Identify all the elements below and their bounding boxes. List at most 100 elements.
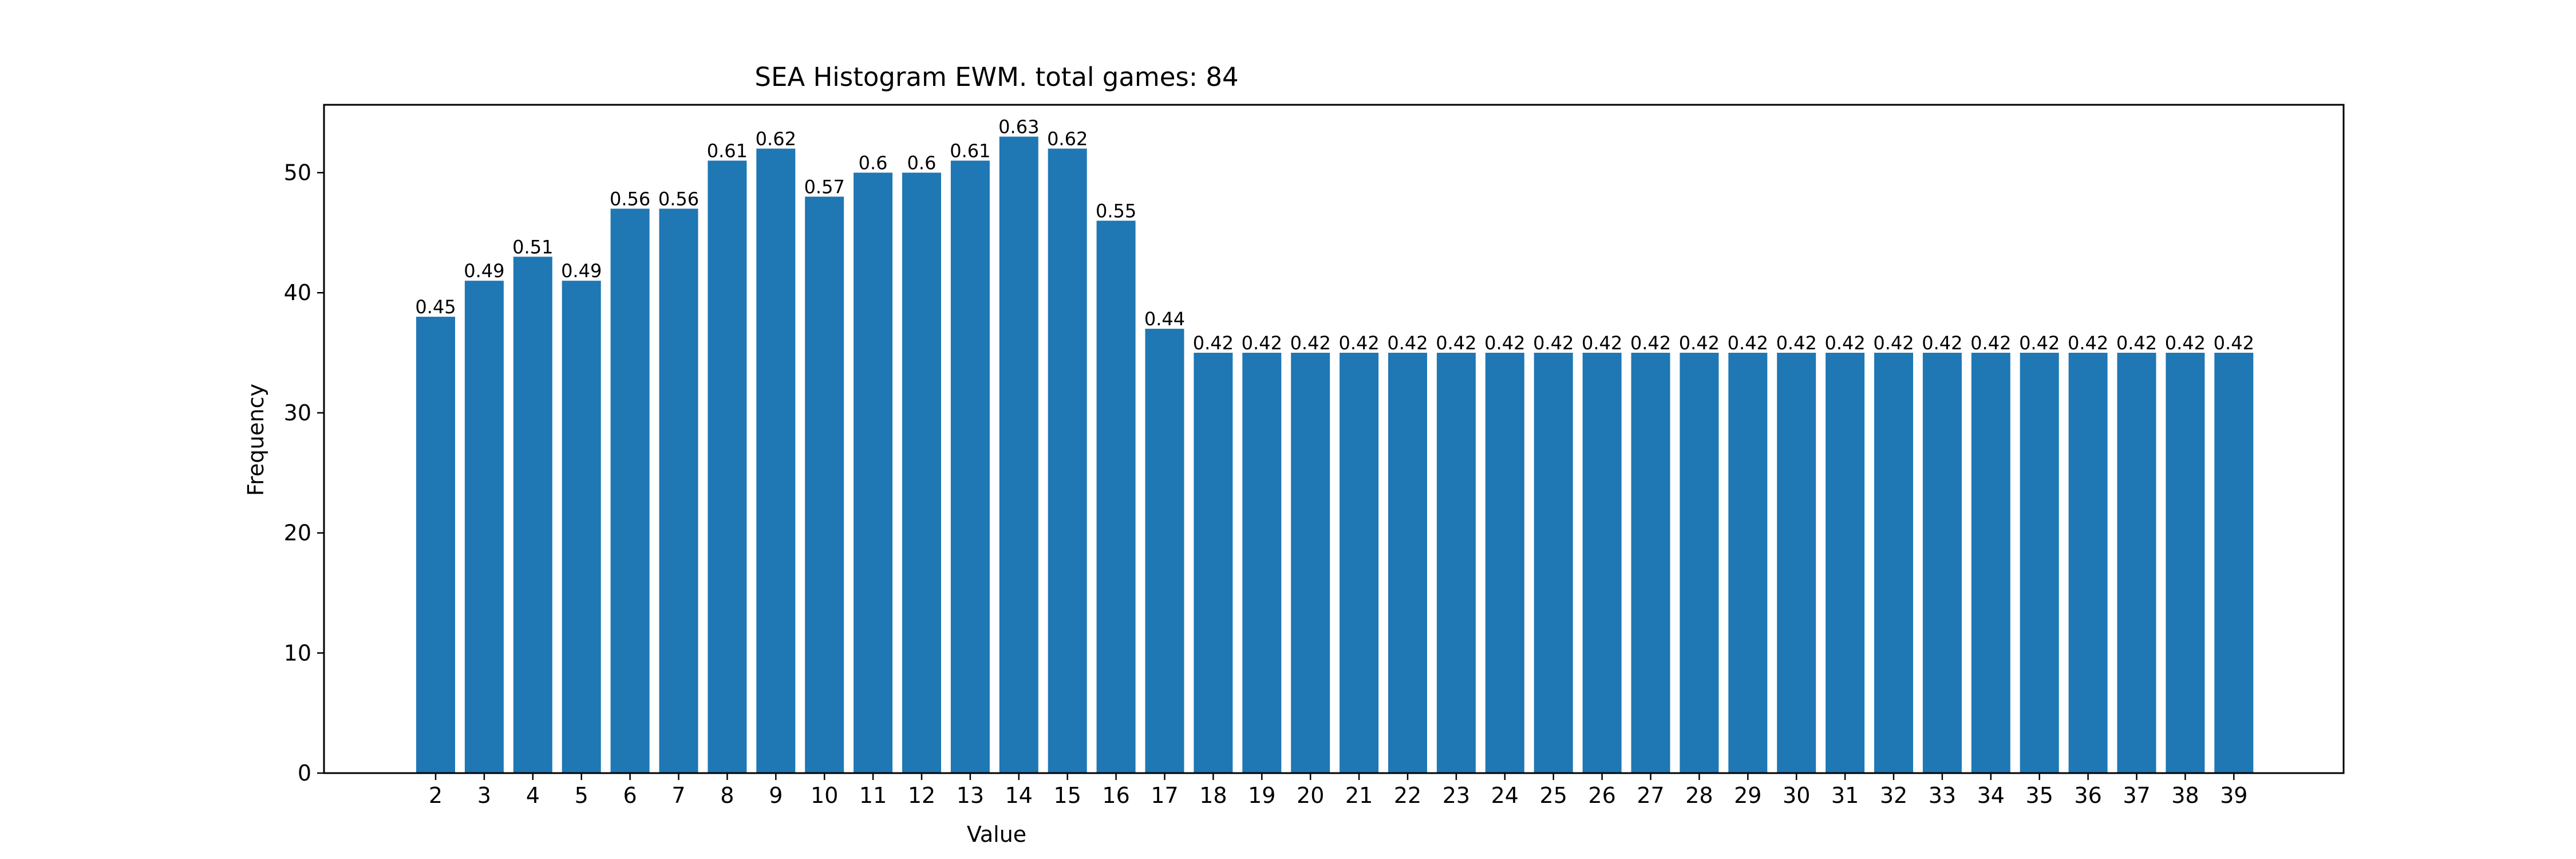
bar-value-label-28: 0.42	[1679, 332, 1720, 354]
x-tick-label-33: 33	[1929, 783, 1956, 808]
x-axis-label: Value	[967, 822, 1026, 847]
bar-20	[1291, 353, 1330, 773]
bar-3	[464, 281, 504, 773]
bar-value-label-8: 0.61	[707, 140, 748, 162]
bar-value-label-26: 0.42	[1582, 332, 1622, 354]
bar-value-label-5: 0.49	[561, 260, 602, 282]
bar-value-label-19: 0.42	[1242, 332, 1282, 354]
bar-value-label-32: 0.42	[1873, 332, 1914, 354]
bar-value-label-33: 0.42	[1922, 332, 1962, 354]
bar-value-label-3: 0.49	[464, 260, 504, 282]
bar-value-label-23: 0.42	[1436, 332, 1476, 354]
bar-15	[1048, 148, 1087, 773]
bar-32	[1874, 353, 1913, 773]
x-tick-label-7: 7	[671, 783, 685, 808]
bar-value-label-25: 0.42	[1533, 332, 1574, 354]
x-tick-label-6: 6	[623, 783, 637, 808]
x-tick-label-28: 28	[1685, 783, 1713, 808]
bar-value-label-24: 0.42	[1484, 332, 1525, 354]
y-tick-label-30: 30	[284, 400, 311, 425]
bar-29	[1728, 353, 1768, 773]
bar-value-label-10: 0.57	[804, 176, 845, 198]
bar-value-label-18: 0.42	[1193, 332, 1234, 354]
x-tick-label-20: 20	[1297, 783, 1324, 808]
bar-value-label-17: 0.44	[1144, 308, 1185, 330]
x-tick-label-22: 22	[1394, 783, 1421, 808]
x-tick-label-21: 21	[1345, 783, 1373, 808]
x-tick-label-16: 16	[1102, 783, 1129, 808]
bar-30	[1777, 353, 1816, 773]
bar-value-label-9: 0.62	[756, 128, 796, 150]
x-tick-label-25: 25	[1540, 783, 1567, 808]
bar-19	[1242, 353, 1282, 773]
x-tick-label-5: 5	[575, 783, 588, 808]
bar-4	[513, 257, 552, 773]
y-tick-label-10: 10	[284, 640, 311, 665]
bar-6	[610, 208, 650, 773]
y-axis-ticks: 0 10 20 30 40 50	[284, 160, 324, 786]
bar-value-label-27: 0.42	[1630, 332, 1671, 354]
bar-18	[1194, 353, 1233, 773]
bar-35	[2020, 353, 2059, 773]
bar-value-label-34: 0.42	[1970, 332, 2011, 354]
x-tick-label-9: 9	[769, 783, 783, 808]
x-tick-label-39: 39	[2220, 783, 2247, 808]
x-tick-label-17: 17	[1151, 783, 1178, 808]
bar-14	[999, 136, 1038, 774]
bar-9	[756, 148, 796, 773]
bar-value-label-38: 0.42	[2165, 332, 2206, 354]
bar-7	[659, 208, 698, 773]
bar-36	[2068, 353, 2108, 773]
bar-value-label-20: 0.42	[1290, 332, 1331, 354]
bar-value-label-35: 0.42	[2019, 332, 2060, 354]
bar-34	[1971, 353, 2010, 773]
bar-11	[854, 172, 893, 773]
bar-value-label-12: 0.6	[907, 152, 937, 174]
bar-value-label-30: 0.42	[1776, 332, 1817, 354]
bar-2	[416, 317, 455, 773]
bar-labels-group: 0.45 0.49 0.51 0.49 0.56 0.56 0.61 0.62 0.57 0.6 0…	[415, 116, 2254, 354]
x-tick-label-26: 26	[1588, 783, 1615, 808]
bar-24	[1485, 353, 1524, 773]
x-tick-label-14: 14	[1005, 783, 1033, 808]
x-tick-label-30: 30	[1783, 783, 1810, 808]
x-tick-label-31: 31	[1831, 783, 1859, 808]
bar-38	[2166, 353, 2205, 773]
bar-value-label-15: 0.62	[1047, 128, 1088, 150]
x-tick-label-4: 4	[526, 783, 540, 808]
y-axis-label: Frequency	[243, 384, 268, 496]
x-tick-label-27: 27	[1637, 783, 1664, 808]
bar-17	[1145, 329, 1184, 773]
bar-value-label-7: 0.56	[658, 188, 699, 210]
x-tick-label-34: 34	[1977, 783, 2005, 808]
y-tick-label-20: 20	[284, 521, 311, 546]
bar-13	[950, 160, 990, 773]
bar-value-label-4: 0.51	[512, 236, 553, 258]
x-tick-label-36: 36	[2074, 783, 2101, 808]
x-tick-label-23: 23	[1443, 783, 1470, 808]
x-tick-label-19: 19	[1248, 783, 1275, 808]
bars-group	[416, 136, 2254, 774]
bar-28	[1680, 353, 1719, 773]
bar-26	[1582, 353, 1622, 773]
x-tick-label-29: 29	[1734, 783, 1761, 808]
bar-value-label-14: 0.63	[998, 116, 1039, 138]
bar-value-label-37: 0.42	[2116, 332, 2157, 354]
bar-value-label-2: 0.45	[415, 296, 456, 318]
bar-value-label-21: 0.42	[1338, 332, 1379, 354]
bar-27	[1631, 353, 1670, 773]
bar-value-label-39: 0.42	[2214, 332, 2254, 354]
bar-value-label-36: 0.42	[2068, 332, 2108, 354]
bar-8	[708, 160, 747, 773]
bar-25	[1534, 353, 1573, 773]
bar-22	[1388, 353, 1427, 773]
bar-value-label-11: 0.6	[859, 152, 888, 174]
bar-value-label-31: 0.42	[1824, 332, 1865, 354]
x-tick-label-8: 8	[720, 783, 734, 808]
bar-10	[805, 196, 844, 773]
bar-37	[2117, 353, 2156, 773]
bar-39	[2214, 353, 2254, 773]
x-tick-label-13: 13	[957, 783, 984, 808]
